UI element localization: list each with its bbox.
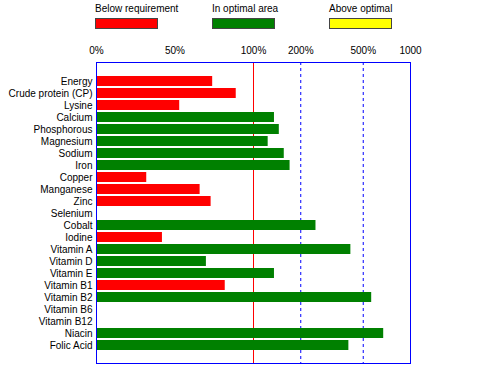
svg-text:Vitamin D: Vitamin D [49,256,92,267]
svg-text:Iron: Iron [75,160,92,171]
svg-text:Folic Acid: Folic Acid [50,340,93,351]
svg-text:Manganese: Manganese [40,184,93,195]
svg-text:Phosphorous: Phosphorous [34,124,93,135]
svg-text:Vitamin B12: Vitamin B12 [39,316,93,327]
svg-text:Vitamin B2: Vitamin B2 [44,292,93,303]
svg-text:Copper: Copper [60,172,93,183]
svg-text:Vitamin B1: Vitamin B1 [44,280,93,291]
svg-text:Calcium: Calcium [56,112,92,123]
svg-text:Iodine: Iodine [65,232,93,243]
svg-text:Crude protein (CP): Crude protein (CP) [9,88,93,99]
svg-text:500%: 500% [350,45,376,56]
svg-text:Magnesium: Magnesium [41,136,93,147]
svg-text:Vitamin A: Vitamin A [50,244,92,255]
svg-text:Zinc: Zinc [74,196,93,207]
svg-text:Cobalt: Cobalt [64,220,93,231]
html-text:Above optimal: Above optimal [329,3,393,14]
svg-text:Sodium: Sodium [59,148,93,159]
svg-text:1000: 1000 [399,45,422,56]
svg-text:Vitamin E: Vitamin E [50,268,93,279]
html-text:Below requirement: Below requirement [95,3,179,14]
svg-text:Lysine: Lysine [64,100,93,111]
svg-text:Vitamin B6: Vitamin B6 [44,304,93,315]
svg-text:50%: 50% [165,45,185,56]
svg-text:0%: 0% [89,45,104,56]
svg-text:200%: 200% [288,45,314,56]
html-text:In optimal area: In optimal area [212,3,279,14]
svg-text:Selenium: Selenium [51,208,93,219]
svg-text:100%: 100% [241,45,267,56]
svg-text:Niacin: Niacin [65,328,93,339]
svg-text:Energy: Energy [61,76,93,87]
